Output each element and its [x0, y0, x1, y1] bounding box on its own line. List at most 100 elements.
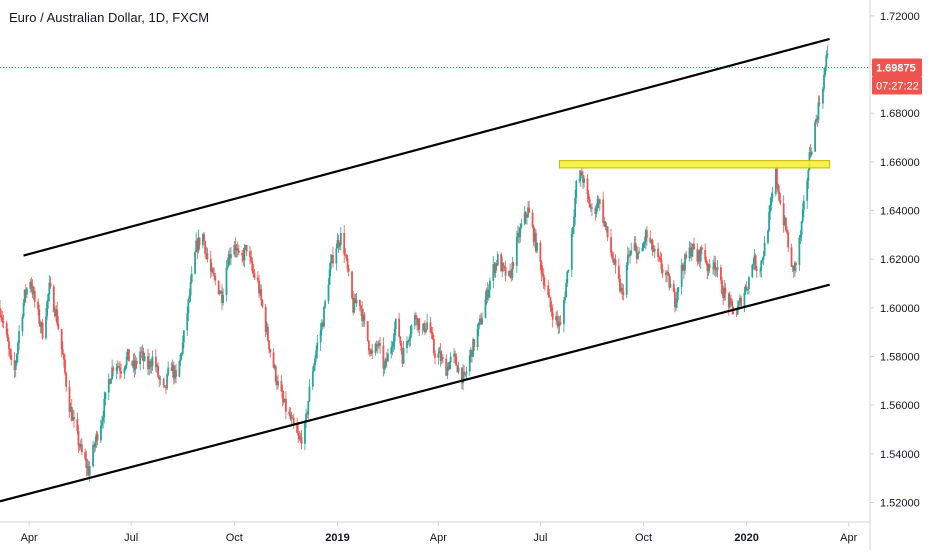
candle-body [6, 334, 9, 342]
candle-body [115, 367, 118, 371]
candle-body [439, 351, 442, 361]
candle-body [68, 386, 71, 412]
candle-body [806, 180, 809, 201]
candle-body [244, 245, 247, 249]
candle-body [480, 318, 482, 325]
candle-body [446, 366, 449, 376]
candle-body [102, 417, 105, 422]
candle-body [708, 264, 711, 269]
candle-body [464, 374, 467, 376]
candle-body [284, 398, 287, 412]
price-tick-label: 1.54000 [880, 449, 920, 461]
candle-body [745, 286, 748, 290]
candle-body [84, 452, 87, 460]
candle-body [315, 350, 318, 359]
candle-body [281, 391, 284, 399]
candle-body [233, 244, 236, 255]
candle-body [205, 253, 208, 255]
candle-body [693, 243, 695, 250]
candle-body [739, 297, 741, 302]
candle-body [555, 316, 557, 320]
candle-body [60, 329, 63, 350]
candle-body [793, 262, 796, 271]
time-tick-label: Apr [430, 532, 447, 544]
candle-body [290, 417, 293, 420]
candle-body [329, 261, 332, 270]
candle-body [684, 254, 686, 271]
candle-body [256, 277, 259, 281]
candle-body [0, 315, 3, 318]
candle-body [181, 342, 184, 355]
last-price-tag [872, 58, 922, 77]
candle-body [746, 289, 749, 290]
candle-body [760, 260, 763, 271]
candle-body [669, 284, 672, 288]
candle-body [651, 240, 654, 252]
candle-body [243, 248, 246, 261]
candle-body [777, 184, 779, 192]
candle-body [387, 353, 389, 362]
candle-body [714, 262, 717, 270]
candle-body [469, 349, 472, 356]
candle-body [156, 365, 158, 368]
candle-body [768, 211, 770, 231]
candle-body [713, 262, 716, 268]
candle-body [478, 318, 481, 323]
candle-body [716, 267, 719, 271]
candle-body [681, 264, 684, 269]
candle-body [689, 247, 692, 257]
candle-body [770, 198, 773, 206]
candle-body [463, 371, 466, 375]
candle-body [621, 288, 624, 292]
candle-body [100, 425, 102, 441]
candle-body [583, 178, 586, 183]
candle-body [69, 406, 72, 412]
candle-body [825, 55, 828, 68]
candle-body [721, 280, 723, 294]
candle-body [579, 171, 582, 179]
candle-body [661, 269, 664, 273]
candle-body [143, 356, 146, 362]
candle-body [300, 437, 303, 444]
candle-body [101, 421, 103, 426]
candle-body [682, 268, 685, 271]
candle-body [477, 322, 480, 330]
candle-body [641, 248, 644, 252]
candle-body [570, 233, 573, 270]
candle-body [612, 258, 615, 263]
candle-body [722, 293, 725, 298]
candle-body [131, 361, 134, 366]
candle-body [394, 318, 397, 330]
candle-body [727, 293, 730, 308]
candle-body [71, 417, 74, 421]
candle-body [603, 221, 606, 223]
candle-body [798, 237, 801, 265]
candle-body [540, 261, 543, 274]
candle-body [30, 281, 33, 287]
candle-body [454, 353, 457, 357]
candle-body [496, 254, 499, 266]
candle-body [816, 118, 819, 120]
candle-body [323, 306, 325, 327]
candle-body [296, 423, 299, 433]
candle-body [225, 267, 228, 296]
candle-body [437, 353, 440, 358]
candle-body [801, 209, 804, 222]
candle-body [504, 267, 507, 276]
candle-body [776, 168, 778, 185]
candle-body [440, 357, 443, 361]
candle-body [595, 208, 598, 214]
candle-body [763, 242, 766, 257]
candle-body [637, 252, 639, 259]
candle-body [85, 459, 88, 468]
candle-body [752, 264, 755, 266]
candle-body [289, 414, 292, 420]
candle-body [406, 341, 408, 349]
candle-body [251, 261, 254, 271]
candle-body [596, 199, 599, 209]
candle-body [431, 332, 434, 339]
candle-body [194, 251, 196, 274]
candle-body [573, 216, 575, 227]
candle-body [390, 347, 393, 354]
